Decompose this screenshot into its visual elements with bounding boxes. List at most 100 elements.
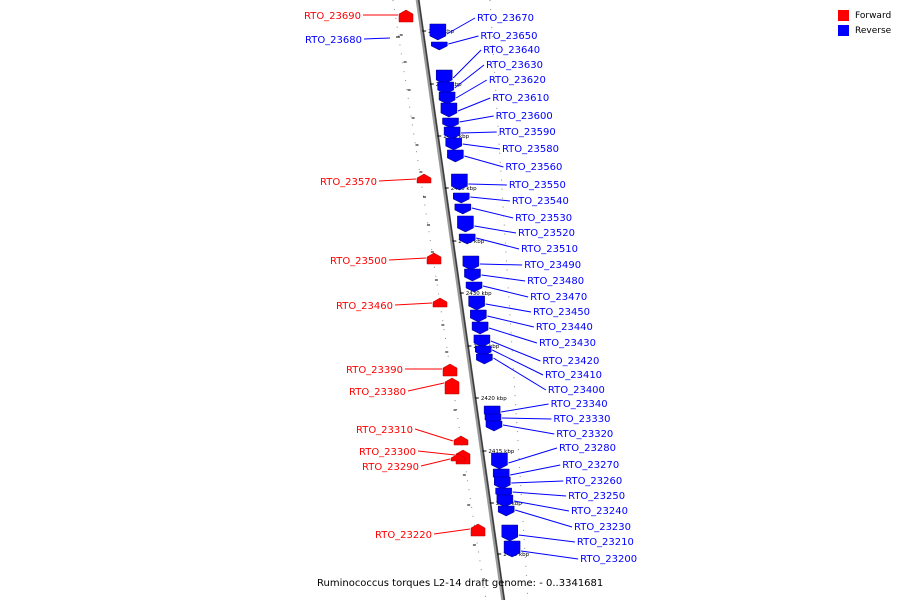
forward-gene-label: RTO_23460 <box>336 301 393 312</box>
reverse-gene-arrow <box>485 420 503 432</box>
reverse-gene-label: RTO_23520 <box>518 228 575 239</box>
forward-gene-leader <box>407 382 445 392</box>
reverse-gene-label: RTO_23630 <box>486 60 543 71</box>
reverse-gene-leader <box>476 237 520 250</box>
forward-gene-arrow <box>398 9 414 23</box>
reverse-gene-label: RTO_23650 <box>480 31 537 42</box>
reverse-gene-leader <box>485 303 532 313</box>
forward-gene-leader <box>420 458 451 467</box>
reverse-gene-leader <box>501 403 549 413</box>
reverse-gene-label: RTO_23610 <box>492 93 549 104</box>
reverse-gene-arrow <box>471 321 489 335</box>
reverse-gene-arrow <box>491 452 508 470</box>
forward-swatch <box>838 10 849 21</box>
reverse-gene-label: RTO_23530 <box>515 213 572 224</box>
reverse-gene-label: RTO_23550 <box>509 180 566 191</box>
reverse-gene-label: RTO_23330 <box>553 414 610 425</box>
forward-gene-label: RTO_23290 <box>362 462 419 473</box>
legend: Forward Reverse <box>838 9 891 39</box>
reverse-gene-label: RTO_23670 <box>477 13 534 24</box>
reverse-gene-leader <box>490 340 541 362</box>
forward-gene-arrow <box>470 523 486 537</box>
reverse-swatch <box>838 25 849 36</box>
reverse-gene-arrow <box>473 334 491 348</box>
forward-gene-leader <box>378 178 417 182</box>
reverse-gene-leader <box>482 285 529 298</box>
reverse-gene-label: RTO_23560 <box>505 162 562 173</box>
reverse-gene-leader <box>459 115 494 123</box>
reverse-gene-leader <box>508 447 558 464</box>
reverse-gene-label: RTO_23540 <box>512 196 569 207</box>
reverse-gene-leader <box>513 500 570 512</box>
reverse-gene-label: RTO_23640 <box>483 45 540 56</box>
forward-gene-label: RTO_23570 <box>320 177 377 188</box>
reverse-gene-label: RTO_23590 <box>499 127 556 138</box>
forward-gene-label: RTO_23390 <box>346 365 403 376</box>
reverse-gene-label: RTO_23580 <box>502 144 559 155</box>
reverse-gene-label: RTO_23270 <box>562 460 619 471</box>
reverse-gene-leader <box>488 327 538 344</box>
reverse-gene-arrow <box>442 117 459 129</box>
reverse-gene-leader <box>481 274 526 282</box>
forward-gene-leader <box>363 37 391 40</box>
forward-gene-arrow <box>453 435 469 446</box>
reverse-gene-arrow <box>468 295 485 311</box>
reverse-gene-arrow <box>445 137 462 151</box>
forward-gene-leader <box>417 450 456 456</box>
reverse-gene-leader <box>492 349 544 376</box>
reverse-gene-label: RTO_23620 <box>489 75 546 86</box>
reverse-gene-arrow <box>470 309 487 323</box>
reverse-gene-arrow <box>462 255 480 271</box>
reverse-gene-label: RTO_23400 <box>548 385 605 396</box>
reverse-gene-label: RTO_23450 <box>533 307 590 318</box>
reverse-gene-leader <box>461 131 497 134</box>
reverse-gene-leader <box>470 196 510 202</box>
reverse-gene-leader <box>446 17 476 35</box>
genome-caption: Ruminococcus torques L2-14 draft genome:… <box>317 578 604 589</box>
forward-gene-label: RTO_23500 <box>330 256 387 267</box>
reverse-gene-leader <box>479 263 523 266</box>
reverse-gene-arrow <box>464 268 481 282</box>
ruler-label: 2430 kbp <box>466 291 492 297</box>
reverse-gene-label: RTO_23420 <box>542 356 599 367</box>
reverse-gene-arrow <box>453 192 470 204</box>
reverse-gene-leader <box>457 97 491 112</box>
reverse-gene-leader <box>493 357 547 391</box>
forward-gene-label: RTO_23690 <box>304 11 361 22</box>
reverse-gene-leader <box>521 550 579 560</box>
reverse-gene-leader <box>502 424 555 435</box>
reverse-gene-leader <box>515 509 573 528</box>
reverse-gene-arrow <box>501 524 519 542</box>
reverse-gene-label: RTO_23410 <box>545 370 602 381</box>
reverse-gene-leader <box>468 183 507 186</box>
reverse-gene-label: RTO_23280 <box>559 443 616 454</box>
forward-gene-arrow <box>416 173 432 184</box>
reverse-gene-arrow <box>497 505 515 517</box>
reverse-gene-label: RTO_23250 <box>568 491 625 502</box>
reverse-gene-leader <box>464 155 504 168</box>
reverse-gene-leader <box>462 143 501 150</box>
forward-gene-leader <box>414 428 454 442</box>
reverse-gene-label: RTO_23210 <box>577 537 634 548</box>
reverse-gene-label: RTO_23470 <box>530 292 587 303</box>
reverse-gene-arrow <box>443 126 461 140</box>
legend-reverse: Reverse <box>838 24 891 37</box>
reverse-gene-label: RTO_23490 <box>524 260 581 271</box>
legend-reverse-label: Reverse <box>855 25 892 36</box>
legend-forward-label: Forward <box>855 10 892 21</box>
reverse-gene-leader <box>518 534 575 543</box>
reverse-gene-leader <box>501 417 552 420</box>
reverse-gene-leader <box>487 315 535 328</box>
reverse-gene-leader <box>452 49 482 79</box>
reverse-gene-leader <box>512 491 567 497</box>
forward-gene-leader <box>388 257 427 261</box>
forward-gene-label: RTO_23220 <box>375 530 432 541</box>
legend-forward: Forward <box>838 9 891 22</box>
reverse-gene-arrow <box>458 233 476 245</box>
forward-gene-label: RTO_23380 <box>349 387 406 398</box>
forward-gene-arrow <box>450 453 466 462</box>
reverse-gene-label: RTO_23320 <box>556 429 613 440</box>
ruler-label: 2415 kbp <box>488 449 514 455</box>
ruler-label: 2420 kbp <box>481 396 507 402</box>
